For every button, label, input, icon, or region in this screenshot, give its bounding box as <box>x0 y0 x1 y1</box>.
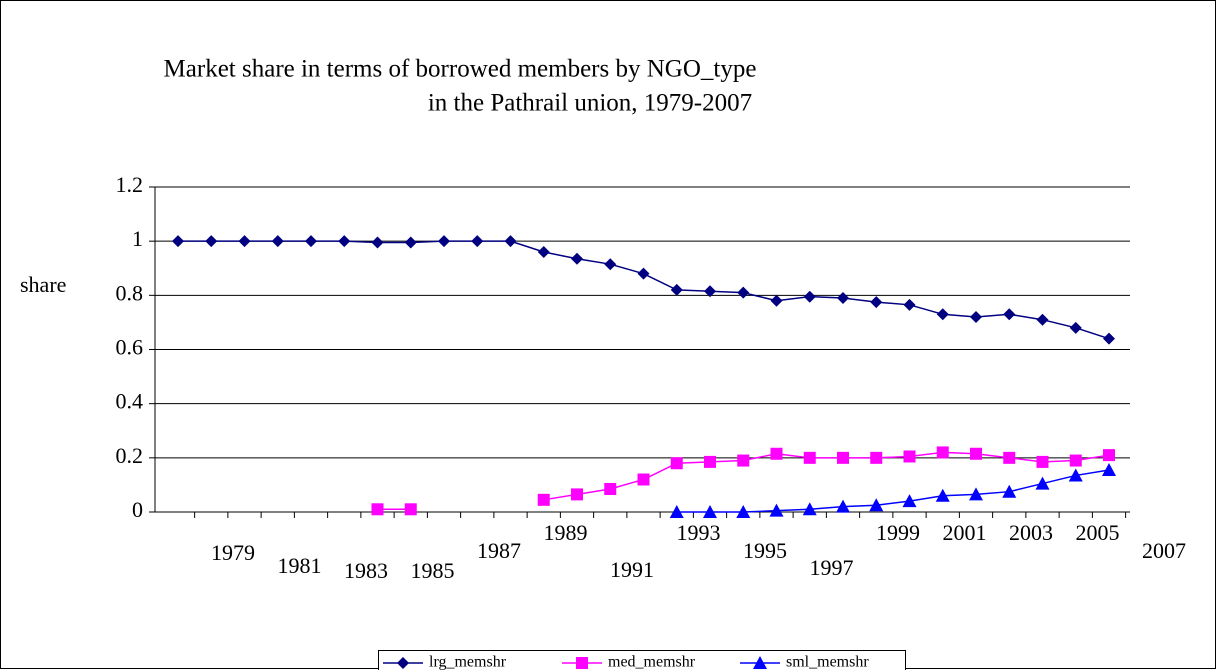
marker <box>1035 476 1050 490</box>
marker <box>576 657 588 669</box>
marker <box>571 488 583 501</box>
x-tick-label: 1983 <box>344 558 388 583</box>
marker <box>1103 332 1115 345</box>
marker <box>736 505 751 518</box>
x-tick-label: 1993 <box>677 520 721 545</box>
marker <box>604 482 617 495</box>
y-tick-label: 0.8 <box>116 280 144 305</box>
x-tick-label: 1989 <box>544 520 588 545</box>
marker <box>870 296 883 309</box>
marker <box>571 252 583 265</box>
legend-label: med_memshr <box>608 654 696 670</box>
chart-subtitle: in the Pathrail union, 1979-2007 <box>428 90 752 117</box>
x-tick-label: 2003 <box>1009 520 1053 545</box>
marker <box>870 451 883 464</box>
legend-box <box>378 650 906 670</box>
marker <box>338 235 351 248</box>
marker <box>371 503 384 516</box>
marker <box>404 503 417 516</box>
marker <box>238 235 251 248</box>
x-tick-label: 1979 <box>211 540 255 565</box>
marker <box>271 235 284 248</box>
marker <box>753 656 767 669</box>
marker <box>1102 463 1116 477</box>
y-tick-label: 0.6 <box>116 335 144 360</box>
x-tick-label: 1997 <box>810 555 854 580</box>
chart-title: Market share in terms of borrowed member… <box>164 56 757 83</box>
marker <box>1003 308 1016 321</box>
marker <box>970 447 982 460</box>
marker <box>704 285 716 298</box>
marker <box>1002 484 1017 498</box>
legend-label: sml_memshr <box>786 654 869 670</box>
marker <box>669 505 684 518</box>
series-line <box>676 469 1110 513</box>
marker <box>305 235 317 248</box>
y-tick-label: 0.4 <box>116 389 144 414</box>
marker <box>1068 468 1083 482</box>
marker <box>670 283 683 296</box>
y-axis-label: share <box>20 272 66 297</box>
legend: lrg_memshr med_memshr sml_memshr <box>378 650 906 670</box>
y-tick-label: 0 <box>132 497 143 522</box>
marker <box>903 298 916 311</box>
marker <box>371 236 384 249</box>
marker <box>1036 455 1049 468</box>
x-tick-label: 2007 <box>1142 538 1186 563</box>
x-tick-label: 1981 <box>278 553 322 578</box>
marker <box>802 502 817 516</box>
marker <box>604 258 617 271</box>
marker <box>670 457 683 470</box>
marker <box>770 294 783 307</box>
y-tick-label: 0.2 <box>116 443 144 468</box>
marker <box>837 451 849 464</box>
marker <box>1036 313 1049 326</box>
marker <box>902 494 917 508</box>
marker <box>1069 454 1082 467</box>
marker <box>936 446 949 459</box>
marker <box>704 455 716 468</box>
marker <box>637 473 650 486</box>
x-tick-label: 1995 <box>743 538 787 563</box>
legend-label: lrg_memshr <box>429 654 507 670</box>
x-tick-label: 2001 <box>943 520 987 545</box>
marker <box>770 447 783 460</box>
x-tick-label: 1985 <box>411 558 455 583</box>
y-tick-label: 1 <box>132 226 143 251</box>
marker <box>471 235 484 248</box>
marker <box>836 499 850 513</box>
marker <box>737 286 750 299</box>
x-tick-label: 2005 <box>1076 520 1120 545</box>
marker <box>970 311 982 323</box>
marker <box>837 292 849 305</box>
y-tick-label: 1.2 <box>116 172 144 197</box>
marker <box>803 290 816 303</box>
marker <box>504 235 517 248</box>
x-tick-label: 1991 <box>610 557 654 582</box>
marker <box>1003 451 1016 464</box>
marker <box>537 493 550 506</box>
marker <box>404 236 417 249</box>
marker <box>438 235 450 248</box>
marker <box>903 450 916 463</box>
marker <box>803 451 816 464</box>
marker <box>172 235 184 248</box>
marker <box>935 488 950 502</box>
x-tick-label: 1987 <box>477 538 521 563</box>
x-tick-label: 1999 <box>876 520 920 545</box>
marker <box>1069 321 1082 334</box>
marker <box>969 487 983 501</box>
marker <box>737 454 750 467</box>
marker <box>537 246 550 258</box>
marker <box>205 235 218 248</box>
marker <box>936 308 949 321</box>
marker <box>397 657 409 669</box>
marker <box>703 505 717 518</box>
marker <box>1103 449 1115 462</box>
marker <box>869 498 884 512</box>
marker <box>637 267 650 280</box>
marker <box>769 503 784 517</box>
